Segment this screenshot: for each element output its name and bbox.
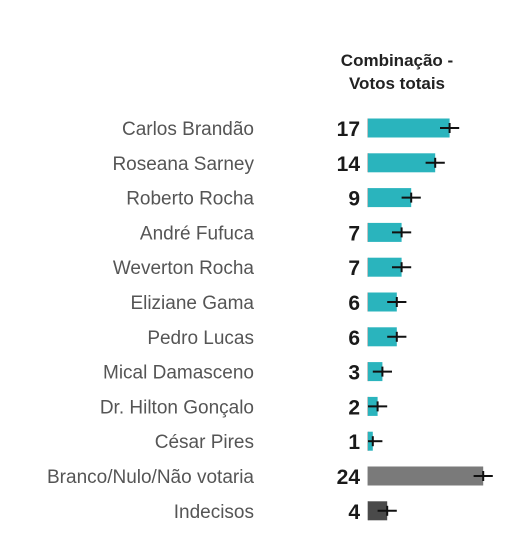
- value-label: 4: [348, 501, 360, 524]
- category-label: Eliziane Gama: [130, 293, 254, 314]
- bar: [368, 257, 402, 277]
- bar: [368, 222, 402, 242]
- value-label: 9: [348, 188, 360, 211]
- category-label: Roberto Rocha: [126, 189, 254, 210]
- bar: [368, 292, 397, 312]
- value-label: 7: [348, 257, 360, 280]
- category-label: César Pires: [155, 432, 254, 453]
- bar: [368, 466, 484, 486]
- category-label: Carlos Brandão: [122, 119, 254, 140]
- bar: [368, 327, 397, 347]
- bar: [368, 188, 412, 208]
- category-label: Roseana Sarney: [112, 154, 254, 175]
- bar: [368, 153, 436, 173]
- chart-title-line-1: Combinação -: [341, 51, 453, 70]
- value-label: 2: [348, 396, 360, 419]
- category-label: Dr. Hilton Gonçalo: [100, 397, 254, 418]
- category-label: André Fufuca: [140, 223, 254, 244]
- category-label: Weverton Rocha: [113, 258, 255, 279]
- value-label: 6: [348, 327, 360, 350]
- value-label: 24: [337, 466, 361, 489]
- value-label: 7: [348, 222, 360, 245]
- value-label: 17: [337, 118, 360, 141]
- value-label: 1: [348, 431, 360, 454]
- chart-title-line-2: Votos totais: [349, 74, 445, 93]
- value-label: 14: [337, 153, 361, 176]
- category-label: Indecisos: [174, 502, 254, 523]
- value-label: 6: [348, 292, 360, 315]
- value-label: 3: [348, 362, 360, 385]
- category-label: Branco/Nulo/Não votaria: [47, 467, 254, 488]
- category-label: Mical Damasceno: [103, 363, 254, 384]
- bar: [368, 118, 450, 138]
- category-label: Pedro Lucas: [147, 328, 254, 349]
